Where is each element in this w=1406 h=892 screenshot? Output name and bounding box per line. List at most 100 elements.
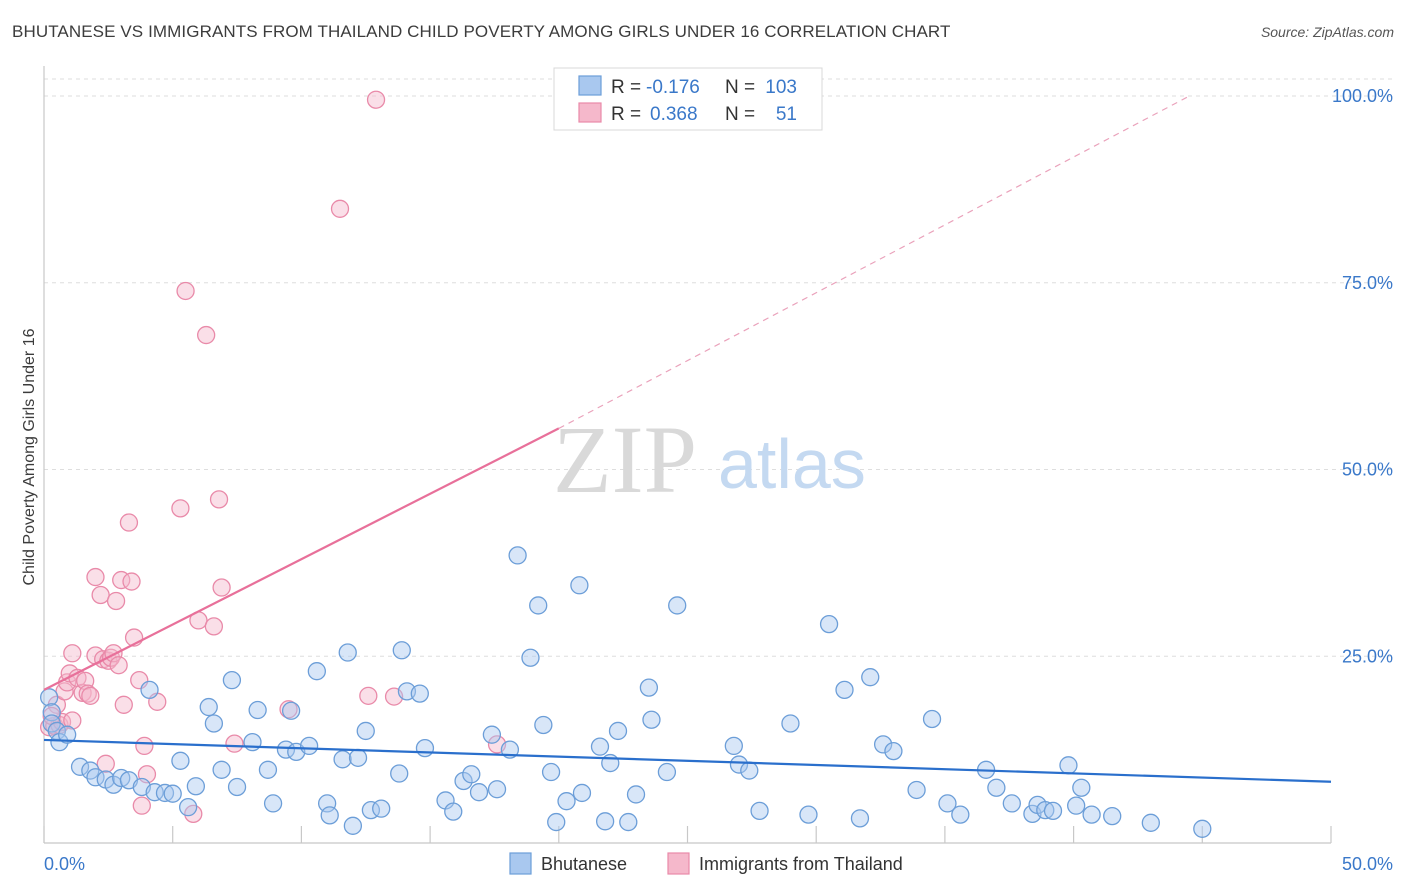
data-point-bhutanese (987, 778, 1006, 797)
data-point-bhutanese (541, 762, 561, 782)
data-point-bhutanese (639, 678, 659, 697)
data-point-bhutanese (938, 794, 957, 813)
data-point-bhutanese (729, 755, 749, 774)
stats-r-value-2: 0.368 (650, 104, 698, 125)
data-point-bhutanese (390, 764, 409, 783)
y-tick-label: 50.0% (1342, 460, 1393, 480)
data-point-bhutanese (243, 733, 262, 752)
data-point-thailand (171, 499, 190, 518)
data-point-bhutanese (668, 596, 687, 615)
data-point-bhutanese (39, 688, 59, 707)
series-bhutanese-points (39, 546, 1212, 838)
data-point-bhutanese (320, 806, 339, 825)
watermark: ZIP atlas (553, 406, 866, 513)
data-point-bhutanese (850, 809, 870, 828)
data-point-bhutanese (482, 725, 502, 744)
data-point-bhutanese (140, 680, 159, 700)
data-point-thailand (78, 684, 97, 703)
trend-line-thailand (43, 427, 560, 691)
data-point-bhutanese (750, 801, 769, 821)
data-point-bhutanese (951, 805, 970, 824)
y-tick-labels: 25.0% 50.0% 75.0% 100.0% (1332, 86, 1393, 666)
data-point-bhutanese (590, 737, 610, 756)
data-point-bhutanese (145, 783, 164, 802)
data-point-bhutanese (907, 780, 926, 800)
data-point-thailand (81, 686, 100, 705)
legend-swatch-thailand (667, 852, 690, 875)
data-point-bhutanese (884, 741, 903, 761)
data-point-thailand (330, 199, 350, 218)
data-point-bhutanese (204, 714, 224, 733)
stats-legend: R = -0.176 N = 103 R = 0.368 N = 51 (553, 67, 823, 131)
data-point-bhutanese (1141, 813, 1160, 832)
data-point-bhutanese (299, 736, 319, 756)
data-point-bhutanese (619, 812, 638, 832)
y-tick-label: 100.0% (1332, 86, 1393, 106)
data-point-bhutanese (222, 671, 242, 690)
data-point-bhutanese (819, 614, 839, 634)
series-legend: Bhutanese Immigrants from Thailand (509, 852, 903, 875)
legend-swatch-bhutanese (509, 852, 532, 875)
data-point-bhutanese (58, 725, 77, 744)
data-point-thailand (132, 796, 151, 815)
data-point-bhutanese (1067, 796, 1086, 815)
data-point-thailand (225, 734, 244, 753)
data-point-bhutanese (392, 641, 411, 660)
grid-lines (44, 78, 1392, 657)
x-tick-label: 50.0% (1342, 854, 1393, 874)
data-point-bhutanese (70, 757, 90, 776)
stats-r-label-1: R = (611, 77, 641, 98)
data-point-bhutanese (415, 738, 435, 758)
data-point-bhutanese (338, 643, 357, 662)
data-point-bhutanese (521, 648, 540, 667)
data-point-bhutanese (835, 680, 854, 700)
stats-n-label-2: N = (725, 104, 755, 125)
data-point-bhutanese (348, 748, 368, 767)
data-point-bhutanese (462, 765, 481, 784)
watermark-zip: ZIP (553, 406, 697, 513)
data-point-bhutanese (608, 721, 628, 741)
data-point-bhutanese (642, 710, 661, 729)
data-point-bhutanese (547, 812, 566, 832)
data-point-bhutanese (1059, 756, 1078, 775)
data-point-bhutanese (356, 721, 375, 741)
data-point-thailand (114, 695, 133, 714)
data-point-bhutanese (529, 596, 548, 615)
data-point-bhutanese (861, 668, 880, 687)
data-point-bhutanese (333, 750, 352, 769)
data-point-thailand (86, 567, 105, 587)
legend-label-thailand: Immigrants from Thailand (699, 854, 903, 874)
x-tick-labels: 0.0% 50.0% (44, 854, 1393, 874)
data-point-bhutanese (444, 802, 463, 821)
data-point-bhutanese (1036, 800, 1055, 820)
series-immigrants-thailand-points (39, 90, 507, 824)
stats-legend-swatch-pink (578, 102, 602, 123)
data-point-bhutanese (572, 783, 592, 803)
data-point-bhutanese (922, 709, 942, 729)
legend-label-bhutanese: Bhutanese (541, 854, 627, 874)
trend-line-thailand-extension (558, 95, 1190, 429)
data-point-bhutanese (212, 760, 231, 779)
data-point-bhutanese (171, 751, 190, 770)
data-point-thailand (204, 617, 224, 636)
data-point-thailand (96, 754, 115, 773)
data-point-bhutanese (199, 697, 218, 717)
x-tick-label: 0.0% (44, 854, 85, 874)
data-point-bhutanese (410, 684, 429, 703)
y-axis-label: Child Poverty Among Girls Under 16 (21, 328, 38, 585)
stats-r-value-1: -0.176 (646, 77, 700, 98)
data-point-thailand (197, 325, 216, 345)
data-point-bhutanese (873, 735, 893, 754)
data-point-bhutanese (557, 792, 576, 811)
data-point-bhutanese (534, 715, 553, 735)
trend-line-bhutanese (43, 738, 1332, 783)
stats-n-label-1: N = (725, 77, 755, 98)
data-point-bhutanese (372, 799, 391, 818)
data-point-thailand (63, 711, 82, 730)
data-point-thailand (135, 736, 154, 756)
data-point-bhutanese (1082, 805, 1101, 824)
y-tick-label: 25.0% (1342, 646, 1393, 666)
chart-title: BHUTANESE VS IMMIGRANTS FROM THAILAND CH… (12, 22, 951, 41)
data-point-bhutanese (1043, 801, 1063, 821)
data-point-bhutanese (1002, 794, 1021, 813)
